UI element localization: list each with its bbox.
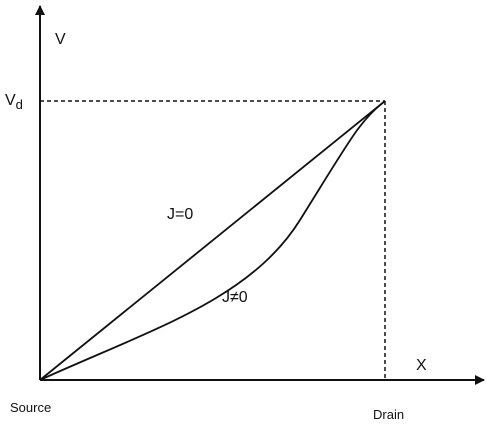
x-axis-label: X [416,357,427,374]
y-axis-label: V [55,31,66,48]
vd-sub: d [16,97,23,112]
curve-label: J≠0 [222,289,248,306]
background [0,0,487,424]
drain-label: Drain [373,407,404,422]
source-label: Source [10,400,51,415]
diagram: V X Vd J=0 J≠0 Source Drain [0,0,487,424]
vd-base: V [5,92,16,109]
curve-label: J=0 [167,206,193,223]
